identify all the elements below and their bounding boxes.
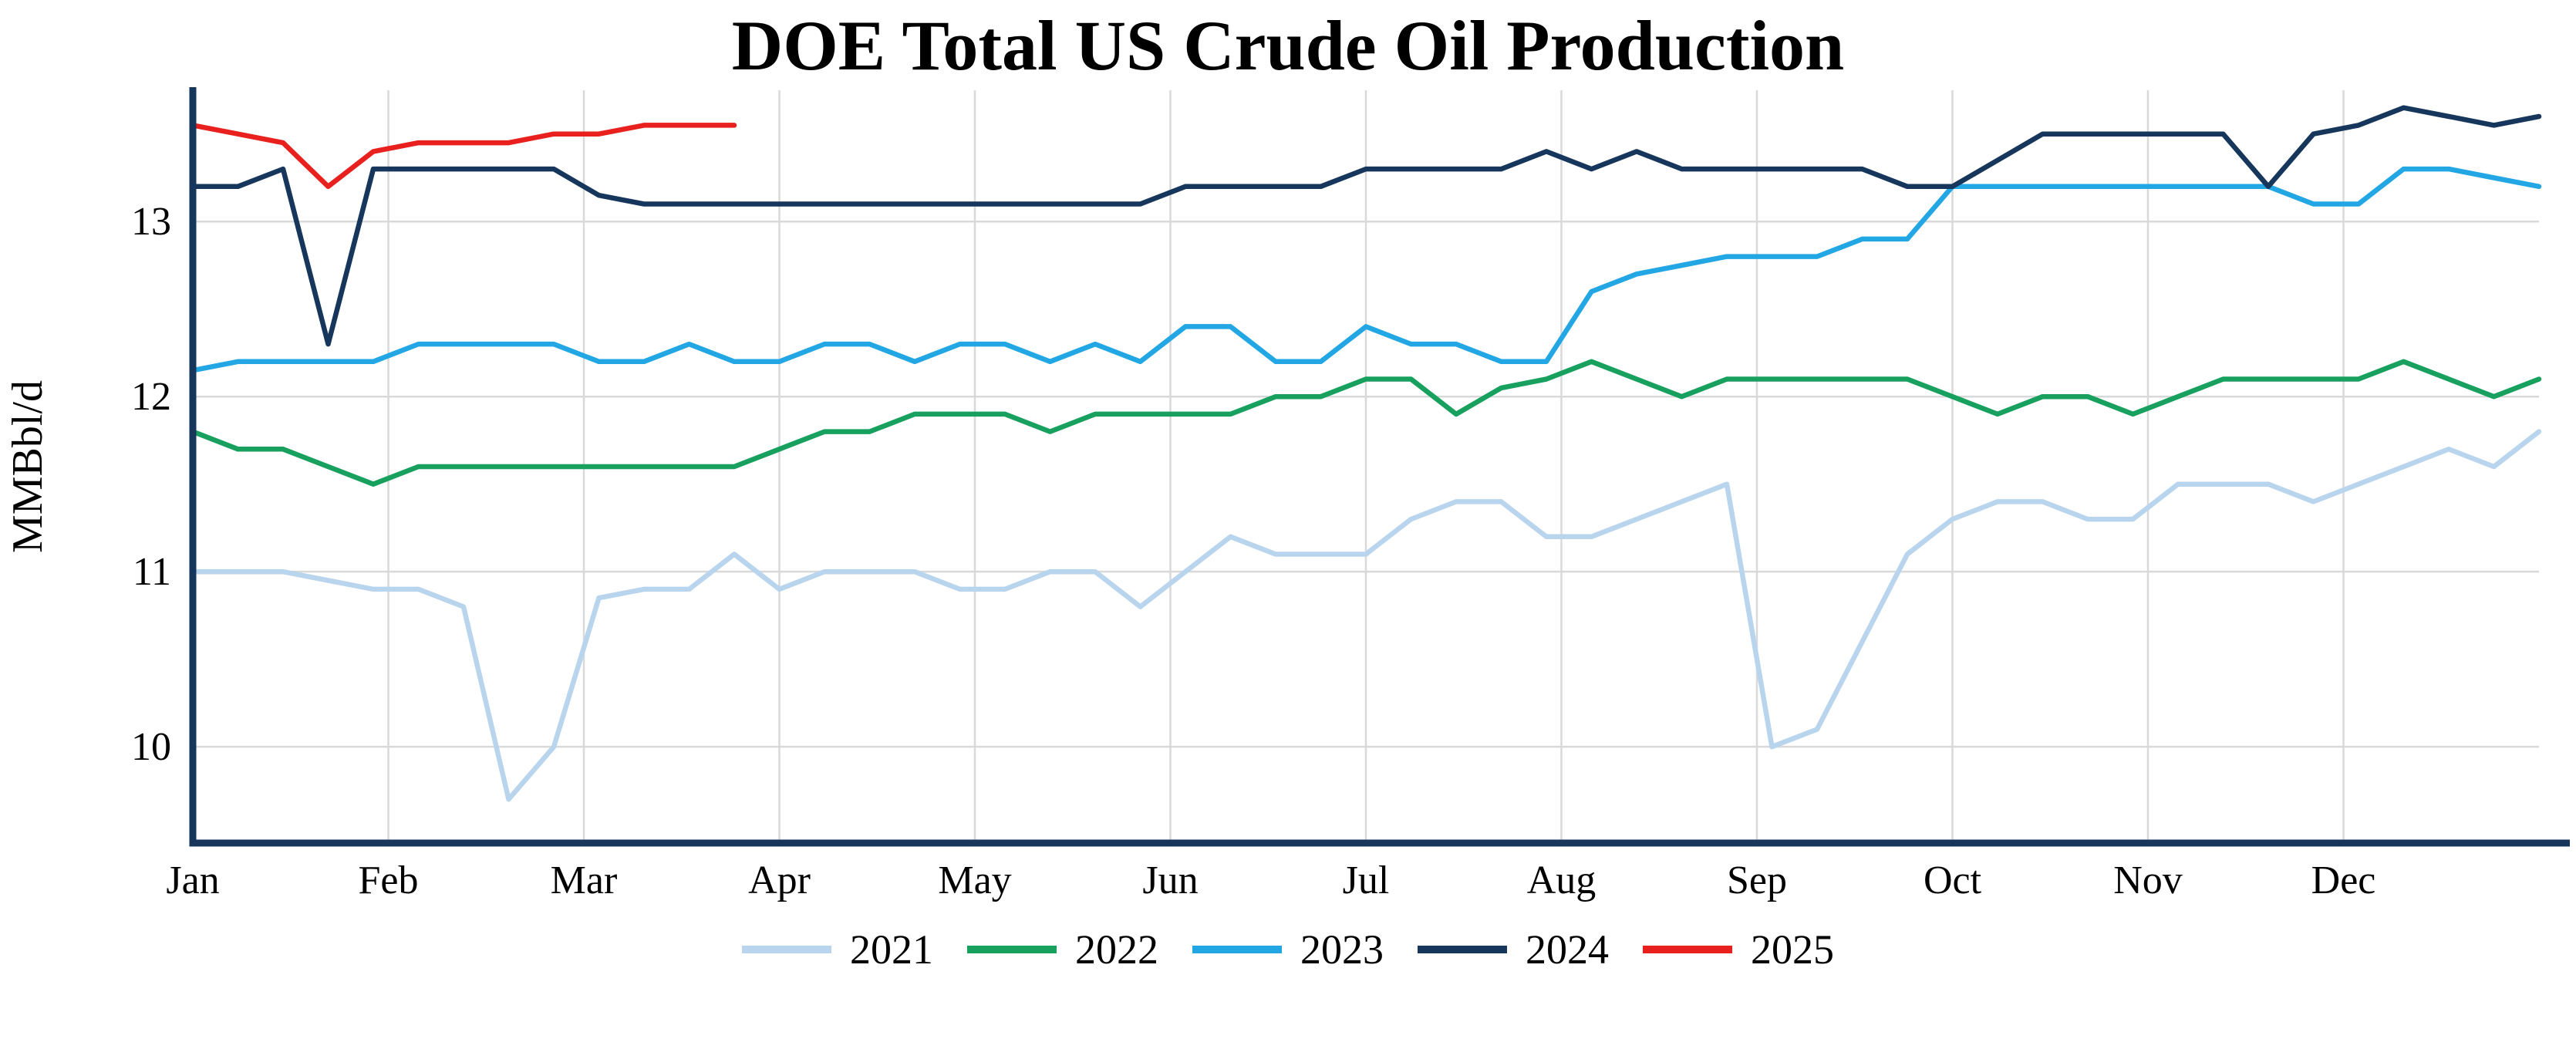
series-line-2023 [190,166,2542,373]
series-line-2024 [190,105,2542,347]
series-line-2022 [190,359,2542,487]
legend-line-swatch-icon [1418,946,1507,953]
series-line-2021 [190,429,2542,802]
legend-item: 2024 [1418,929,1609,970]
legend-line-swatch-icon [742,946,831,953]
legend-label: 2021 [850,926,933,973]
legend-line-swatch-icon [1192,946,1282,953]
x-tick-label: Jan [166,858,219,902]
x-tick-label: Dec [2311,858,2376,902]
legend-line-swatch-icon [967,946,1057,953]
x-tick-label: Sep [1727,858,1787,902]
legend-item: 2021 [742,929,933,970]
x-tick-label: Aug [1527,858,1597,902]
chart-title: DOE Total US Crude Oil Production [731,6,1845,85]
x-tick-label: Jul [1343,858,1390,902]
legend-label: 2024 [1526,926,1609,973]
legend-label: 2022 [1075,926,1158,973]
legend-item: 2025 [1643,929,1834,970]
y-tick-label: 13 [131,200,171,244]
x-tick-label: Mar [551,858,618,902]
chart-legend: 2021 2022 2023 2024 2025 [0,929,2576,970]
x-tick-label: Oct [1924,858,1982,902]
x-tick-label: Feb [359,858,419,902]
x-tick-label: May [938,858,1011,902]
y-tick-label: 11 [133,550,171,594]
legend-line-swatch-icon [1643,946,1732,953]
y-tick-label: 12 [131,375,171,419]
y-axis-label: MMBbl/d [4,380,52,553]
y-tick-label: 10 [131,725,171,769]
legend-label: 2023 [1300,926,1384,973]
legend-item: 2023 [1192,929,1384,970]
x-tick-label: Jun [1142,858,1198,902]
legend-label: 2025 [1751,926,1834,973]
series-line-2025 [190,123,737,190]
x-tick-label: Nov [2113,858,2183,902]
legend-item: 2022 [967,929,1158,970]
x-tick-label: Apr [748,858,811,902]
